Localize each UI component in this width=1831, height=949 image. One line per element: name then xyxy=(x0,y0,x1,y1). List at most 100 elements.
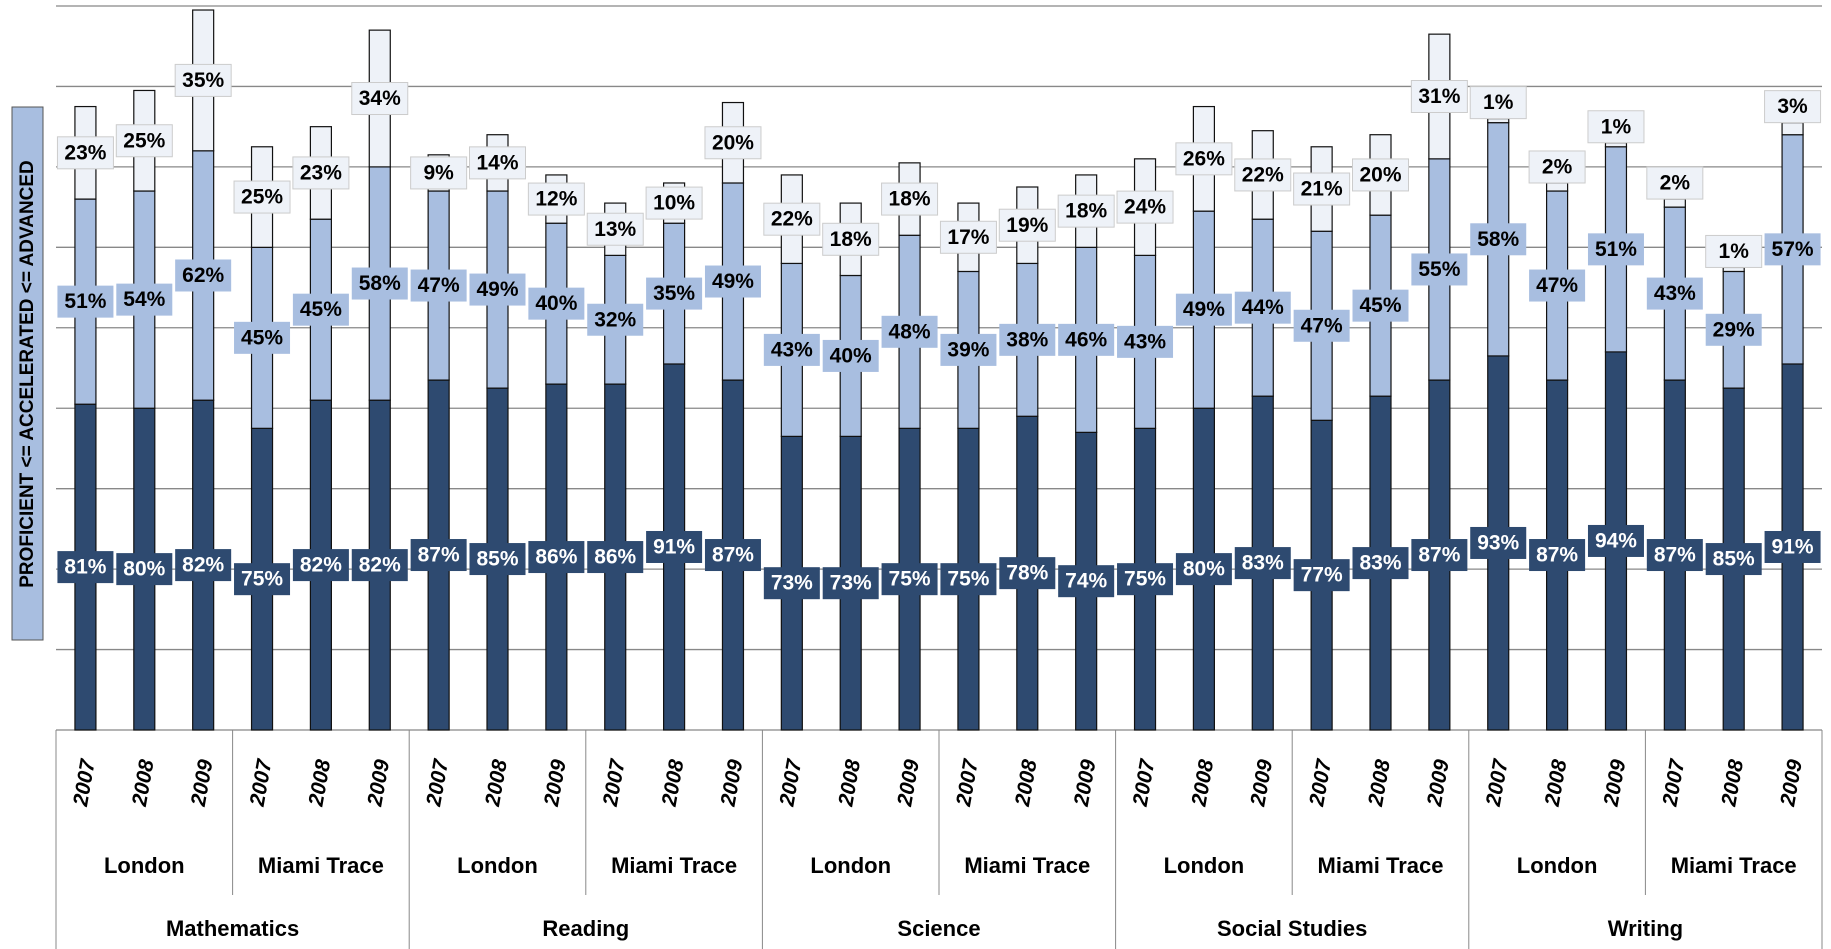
x-tick-label: 2007 xyxy=(246,757,277,809)
data-label-box xyxy=(1646,277,1703,310)
data-label: 24% xyxy=(1124,196,1166,219)
data-label: 75% xyxy=(1124,568,1166,591)
x-tick-label: 2007 xyxy=(775,757,806,809)
data-label-box xyxy=(1705,234,1763,268)
data-label: 80% xyxy=(1183,558,1225,581)
data-label-box xyxy=(1411,539,1468,572)
data-label: 46% xyxy=(1065,328,1107,351)
data-label-box xyxy=(351,549,408,582)
data-label-box xyxy=(1764,530,1821,563)
data-label-box xyxy=(1646,166,1704,200)
bar-segment xyxy=(1604,142,1628,148)
school-label: London xyxy=(1517,853,1598,878)
x-tick-label: 2009 xyxy=(1599,758,1630,809)
x-tick-label: 2008 xyxy=(1717,758,1748,809)
data-label: 51% xyxy=(1595,238,1637,261)
data-label-box xyxy=(587,541,644,574)
data-label: 32% xyxy=(594,308,636,331)
data-label-box xyxy=(940,563,997,596)
data-label-box xyxy=(1529,269,1586,302)
data-label-box xyxy=(1705,313,1762,346)
data-label: 91% xyxy=(653,536,695,559)
data-label-box xyxy=(999,557,1056,590)
data-label: 87% xyxy=(1654,544,1696,567)
x-tick-label: 2007 xyxy=(599,757,630,809)
data-label: 26% xyxy=(1183,147,1225,170)
data-label-box xyxy=(1352,158,1409,192)
data-label: 9% xyxy=(423,161,454,184)
data-label-box xyxy=(233,180,291,214)
data-label-box xyxy=(1469,86,1527,120)
data-label: 45% xyxy=(241,326,283,349)
school-label: Miami Trace xyxy=(611,853,737,878)
bar-segment xyxy=(1487,118,1510,124)
x-tick-label: 2008 xyxy=(1187,758,1218,809)
data-label: 35% xyxy=(653,282,695,305)
school-label: London xyxy=(457,853,538,878)
data-label: 54% xyxy=(123,288,165,311)
data-label: 75% xyxy=(241,568,283,591)
data-label: 45% xyxy=(300,298,342,321)
data-label: 43% xyxy=(1124,330,1166,353)
data-label-box xyxy=(646,277,703,310)
data-label-box xyxy=(1587,110,1645,144)
data-label: 23% xyxy=(64,141,106,164)
data-label: 43% xyxy=(1654,282,1696,305)
data-label: 86% xyxy=(535,546,577,569)
data-label-box xyxy=(410,269,467,302)
data-label-box xyxy=(57,551,114,584)
data-label: 75% xyxy=(947,568,989,591)
x-tick-label: 2008 xyxy=(1011,758,1042,809)
data-label-box xyxy=(1410,80,1468,113)
bar-segment xyxy=(1781,122,1804,136)
data-label: 57% xyxy=(1772,238,1814,261)
data-label: 47% xyxy=(1536,274,1578,297)
x-tick-label: 2007 xyxy=(422,757,453,809)
school-label: London xyxy=(1164,853,1245,878)
data-label-box xyxy=(469,543,526,576)
data-label: 1% xyxy=(1483,91,1514,114)
data-label-box xyxy=(1764,90,1822,124)
data-label: 14% xyxy=(476,151,518,174)
subject-label: Science xyxy=(897,916,980,941)
data-label-box xyxy=(1234,291,1291,324)
data-label: 35% xyxy=(182,69,224,92)
data-label: 82% xyxy=(359,554,401,577)
x-tick-label: 2009 xyxy=(716,758,747,809)
x-tick-label: 2007 xyxy=(1658,757,1689,809)
data-label: 22% xyxy=(771,208,813,231)
data-label-box xyxy=(1587,524,1644,557)
data-label: 82% xyxy=(182,554,224,577)
subject-label: Writing xyxy=(1608,916,1683,941)
data-label: 55% xyxy=(1418,258,1460,281)
data-label: 87% xyxy=(1418,544,1460,567)
data-label-box xyxy=(822,222,880,256)
data-label-box xyxy=(999,323,1056,356)
data-label-box xyxy=(1587,233,1644,266)
x-tick-label: 2008 xyxy=(658,758,689,809)
data-label: 1% xyxy=(1601,115,1632,138)
data-label: 87% xyxy=(1536,544,1578,567)
data-label: 58% xyxy=(1477,228,1519,251)
data-label-box xyxy=(822,567,879,600)
data-label: 87% xyxy=(712,544,754,567)
data-label-box xyxy=(292,293,349,326)
x-tick-label: 2007 xyxy=(69,757,100,809)
data-label: 20% xyxy=(712,131,754,154)
x-tick-label: 2009 xyxy=(363,758,394,809)
data-label-box xyxy=(1470,223,1527,256)
x-tick-label: 2008 xyxy=(128,758,159,809)
data-label: 77% xyxy=(1301,564,1343,587)
data-label: 34% xyxy=(359,87,401,110)
data-label: 75% xyxy=(889,568,931,591)
data-label: 94% xyxy=(1595,530,1637,553)
data-label: 13% xyxy=(594,218,636,241)
school-label: Miami Trace xyxy=(964,853,1090,878)
data-label-box xyxy=(763,202,821,236)
x-tick-label: 2009 xyxy=(1423,758,1454,809)
data-label-box xyxy=(881,563,938,596)
data-label: 73% xyxy=(830,572,872,595)
data-label-box xyxy=(1234,547,1291,580)
data-label: 83% xyxy=(1359,552,1401,575)
data-label: 74% xyxy=(1065,570,1107,593)
